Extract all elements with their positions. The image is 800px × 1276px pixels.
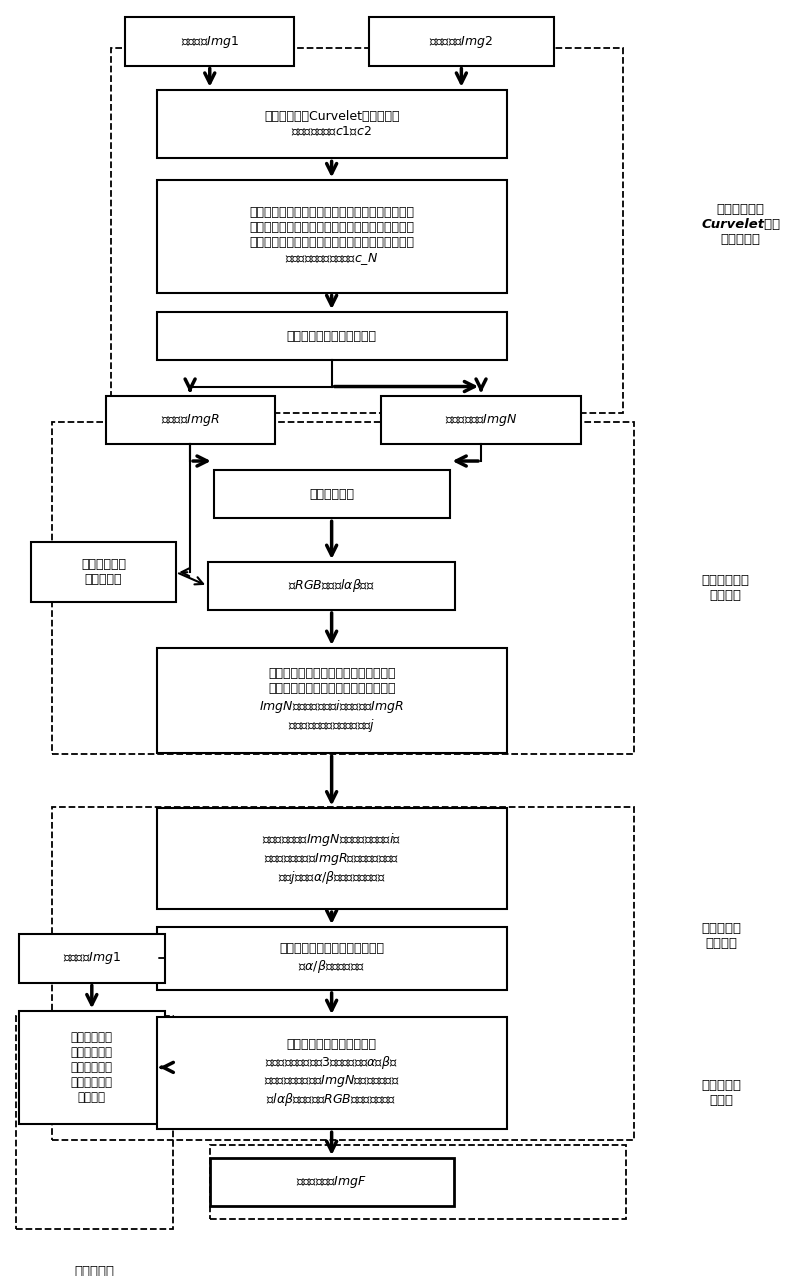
Text: 过度分割处理: 过度分割处理 bbox=[309, 487, 354, 500]
FancyBboxPatch shape bbox=[31, 542, 176, 602]
Text: 特殊区域选
择: 特殊区域选 择 bbox=[74, 1266, 114, 1276]
Text: 红外图像$Img1$: 红外图像$Img1$ bbox=[63, 951, 121, 966]
FancyBboxPatch shape bbox=[208, 561, 455, 610]
FancyBboxPatch shape bbox=[19, 1011, 165, 1124]
Text: 对融合后的系数进行逆变换: 对融合后的系数进行逆变换 bbox=[286, 329, 377, 342]
FancyBboxPatch shape bbox=[157, 926, 506, 990]
Text: 灰度融合图像$ImgN$: 灰度融合图像$ImgN$ bbox=[445, 412, 518, 427]
FancyBboxPatch shape bbox=[126, 18, 294, 65]
FancyBboxPatch shape bbox=[157, 89, 506, 158]
Text: 调整参考图像
的亮度分量: 调整参考图像 的亮度分量 bbox=[81, 558, 126, 586]
Text: 基于优化的
色彩传递: 基于优化的 色彩传递 bbox=[701, 921, 741, 949]
Text: 红外图像$Img1$: 红外图像$Img1$ bbox=[181, 33, 238, 50]
FancyBboxPatch shape bbox=[157, 808, 506, 910]
FancyBboxPatch shape bbox=[214, 470, 450, 518]
Text: 参考图像$ImgR$: 参考图像$ImgR$ bbox=[161, 412, 219, 427]
FancyBboxPatch shape bbox=[157, 1017, 506, 1129]
Text: 基于二代离散
Curvelet变换
的灰度融合: 基于二代离散 Curvelet变换 的灰度融合 bbox=[701, 203, 780, 246]
Text: 基于过分割的
区域传递: 基于过分割的 区域传递 bbox=[701, 574, 749, 602]
Text: 从$RGB$转换到$l\alpha\beta$空间: 从$RGB$转换到$l\alpha\beta$空间 bbox=[288, 578, 375, 595]
Text: 可见光图像$Img2$: 可见光图像$Img2$ bbox=[430, 33, 494, 50]
Text: 进行二代离散Curvelet变换，得到
相应的变换系数$c1$和$c2$: 进行二代离散Curvelet变换，得到 相应的变换系数$c1$和$c2$ bbox=[264, 110, 399, 138]
Text: 对两系数中的低频部分取平均值，得到融合的低频
系数；对两系数中的高频部分，根据高频子带中各
元素的局部区域能量测度，获得融合的高频系数；
共同形成融合图像的系数: 对两系数中的低频部分取平均值，得到融合的低频 系数；对两系数中的高频部分，根据高… bbox=[249, 205, 414, 267]
Text: 对每个目标图像$ImgN$中的过度分割区域$i$，
建立它在参考图像$ImgR$中对应的过度分割
区域$j$像素间$\alpha/\beta$分量传递优化函数: 对每个目标图像$ImgN$中的过度分割区域$i$， 建立它在参考图像$ImgR$… bbox=[262, 832, 402, 886]
Text: 完成自然色
彩融合: 完成自然色 彩融合 bbox=[701, 1078, 741, 1106]
FancyBboxPatch shape bbox=[157, 648, 506, 753]
FancyBboxPatch shape bbox=[210, 1157, 454, 1206]
FancyBboxPatch shape bbox=[106, 396, 274, 444]
FancyBboxPatch shape bbox=[157, 180, 506, 292]
Text: 求解优化函数，获得优化的像素
间$\alpha/\beta$分量传递关系: 求解优化函数，获得优化的像素 间$\alpha/\beta$分量传递关系 bbox=[279, 942, 384, 975]
Text: 彩色融合图像$ImgF$: 彩色融合图像$ImgF$ bbox=[296, 1174, 367, 1191]
FancyBboxPatch shape bbox=[157, 313, 506, 360]
Text: 将特殊区域单独赋以红色，
其他部分，根据步骤3中传递过来的$\alpha$和$\beta$分
量，应用灰度融图像$ImgN$中的亮度，进行
从$l\alpha\: 将特殊区域单独赋以红色， 其他部分，根据步骤3中传递过来的$\alpha$和$\… bbox=[264, 1039, 399, 1108]
FancyBboxPatch shape bbox=[381, 396, 582, 444]
FancyBboxPatch shape bbox=[19, 934, 165, 983]
Text: 寻找明显高于
图像整体亮度
的点，再用膨
胀的方法获得
特殊区域: 寻找明显高于 图像整体亮度 的点，再用膨 胀的方法获得 特殊区域 bbox=[71, 1031, 113, 1104]
Text: 采用亮度和过分割区域统计信息的组合
作为像素匹配的依据，为每个目标图像
$ImgN$中过度分割区域$i$在参考图像$ImgR$
寻找一个对应的过度分割区域$j$: 采用亮度和过分割区域统计信息的组合 作为像素匹配的依据，为每个目标图像 $Img… bbox=[259, 667, 404, 734]
FancyBboxPatch shape bbox=[369, 18, 554, 65]
